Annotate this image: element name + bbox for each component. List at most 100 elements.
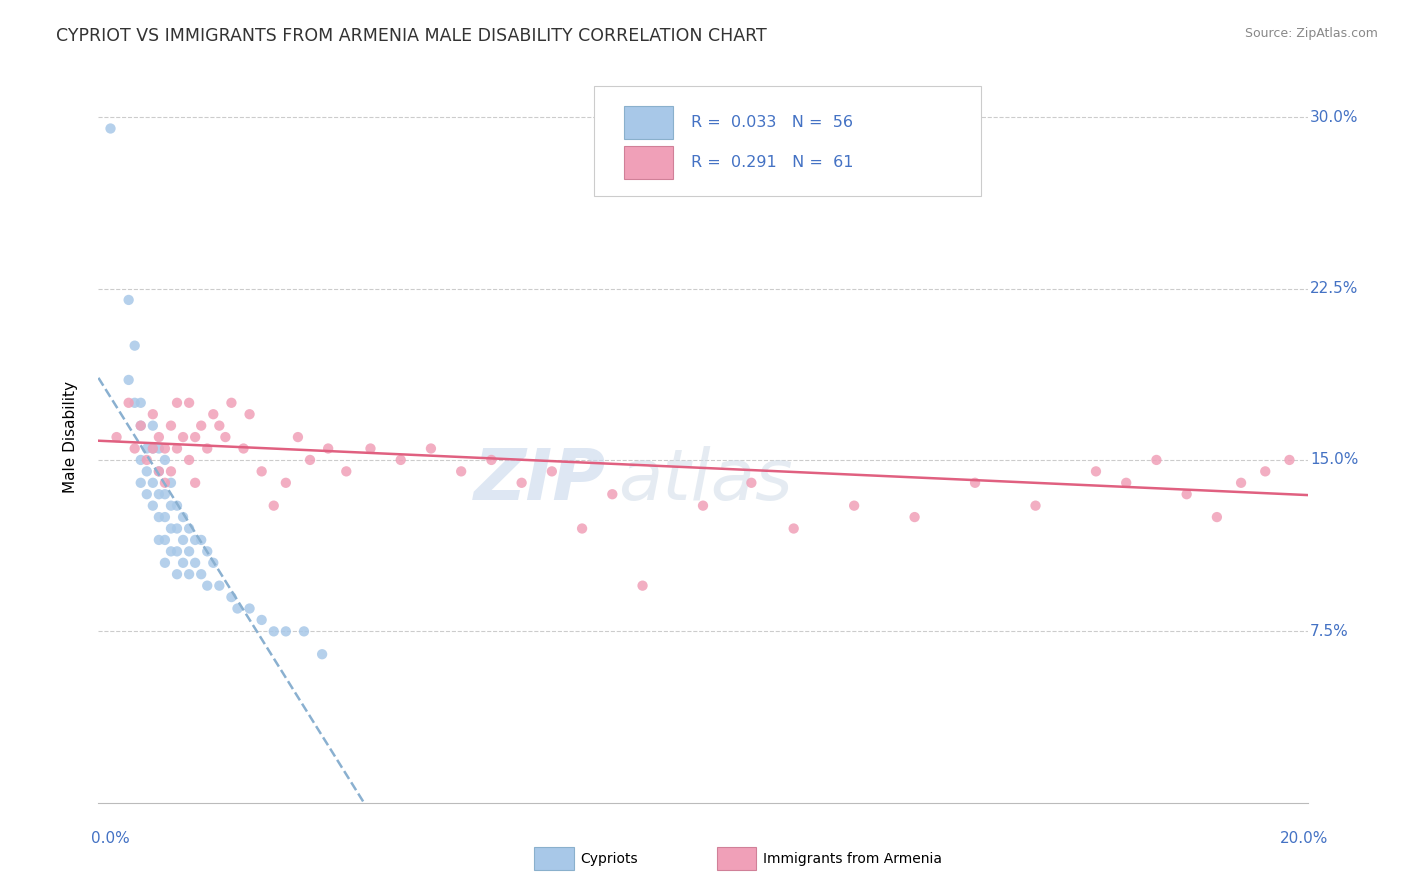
Point	[172, 556, 194, 570]
Text: 7.5%: 7.5%	[1310, 624, 1348, 639]
Point	[179, 396, 201, 410]
Text: atlas: atlas	[619, 447, 793, 516]
Point	[221, 396, 243, 410]
Point	[166, 544, 188, 558]
Point	[124, 442, 146, 456]
Point	[184, 430, 207, 444]
Point	[166, 567, 188, 582]
Text: 0.0%: 0.0%	[91, 831, 131, 846]
Point	[195, 544, 218, 558]
Point	[263, 499, 285, 513]
Point	[148, 464, 170, 478]
Point	[274, 624, 297, 639]
Point	[844, 499, 866, 513]
Point	[740, 475, 762, 490]
Point	[135, 453, 157, 467]
Point	[160, 499, 183, 513]
Text: Cypriots: Cypriots	[581, 852, 638, 866]
Point	[148, 533, 170, 547]
Point	[208, 579, 231, 593]
Point	[124, 338, 146, 352]
Text: 20.0%: 20.0%	[1281, 831, 1329, 846]
Point	[142, 442, 165, 456]
Point	[1024, 499, 1046, 513]
Point	[389, 453, 412, 467]
Point	[450, 464, 472, 478]
Point	[148, 430, 170, 444]
Text: 15.0%: 15.0%	[1310, 452, 1358, 467]
Point	[118, 396, 141, 410]
Point	[190, 418, 212, 433]
Point	[148, 510, 170, 524]
Point	[783, 521, 806, 535]
Point	[105, 430, 128, 444]
Point	[571, 521, 593, 535]
Point	[179, 453, 201, 467]
Point	[214, 430, 236, 444]
Point	[202, 556, 225, 570]
Point	[153, 556, 176, 570]
Point	[129, 418, 152, 433]
Text: CYPRIOT VS IMMIGRANTS FROM ARMENIA MALE DISABILITY CORRELATION CHART: CYPRIOT VS IMMIGRANTS FROM ARMENIA MALE …	[56, 27, 768, 45]
Point	[129, 418, 152, 433]
Point	[299, 453, 322, 467]
Text: R =  0.291   N =  61: R = 0.291 N = 61	[690, 155, 853, 170]
Point	[263, 624, 285, 639]
Point	[481, 453, 503, 467]
Text: Source: ZipAtlas.com: Source: ZipAtlas.com	[1244, 27, 1378, 40]
Point	[160, 521, 183, 535]
Point	[226, 601, 249, 615]
Point	[172, 430, 194, 444]
Point	[679, 133, 702, 147]
Point	[129, 475, 152, 490]
Point	[166, 499, 188, 513]
FancyBboxPatch shape	[595, 86, 981, 195]
Text: 30.0%: 30.0%	[1310, 110, 1358, 125]
Point	[118, 373, 141, 387]
Point	[232, 442, 254, 456]
Point	[221, 590, 243, 604]
Point	[142, 407, 165, 421]
Point	[135, 464, 157, 478]
Point	[190, 533, 212, 547]
Point	[135, 442, 157, 456]
Point	[335, 464, 357, 478]
Point	[420, 442, 443, 456]
Point	[118, 293, 141, 307]
Point	[195, 442, 218, 456]
Point	[965, 475, 987, 490]
Point	[692, 499, 714, 513]
Point	[239, 601, 262, 615]
Point	[148, 487, 170, 501]
Point	[166, 521, 188, 535]
Point	[1144, 453, 1167, 467]
Point	[142, 499, 165, 513]
Point	[184, 533, 207, 547]
Point	[172, 533, 194, 547]
Point	[202, 407, 225, 421]
Point	[250, 464, 273, 478]
Point	[153, 533, 176, 547]
Point	[904, 510, 927, 524]
Point	[135, 487, 157, 501]
Point	[1175, 487, 1198, 501]
Point	[142, 442, 165, 456]
Point	[360, 442, 382, 456]
Point	[179, 521, 201, 535]
Point	[239, 407, 262, 421]
Point	[166, 396, 188, 410]
FancyBboxPatch shape	[624, 106, 672, 139]
Point	[148, 442, 170, 456]
Point	[142, 418, 165, 433]
Point	[287, 430, 309, 444]
Point	[179, 544, 201, 558]
Point	[311, 647, 333, 661]
Text: Immigrants from Armenia: Immigrants from Armenia	[763, 852, 942, 866]
Point	[129, 396, 152, 410]
Point	[316, 442, 339, 456]
Point	[179, 567, 201, 582]
Point	[602, 487, 624, 501]
Point	[184, 556, 207, 570]
Point	[153, 487, 176, 501]
Point	[160, 464, 183, 478]
